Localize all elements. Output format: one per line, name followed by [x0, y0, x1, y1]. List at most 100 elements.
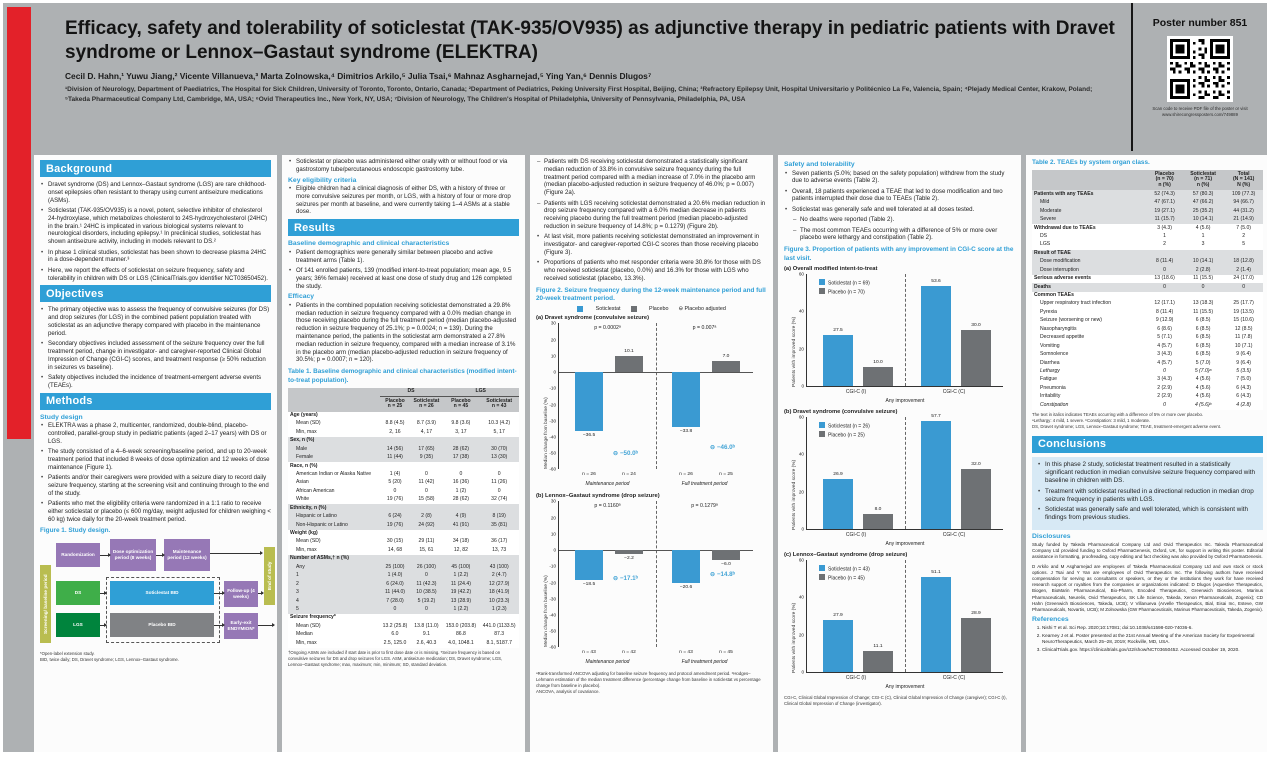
sub-bullet-item: No deaths were reported (Table 2).	[792, 216, 1015, 224]
header-cell: Soticlestat (n = 71) n (%)	[1181, 170, 1225, 191]
bar	[672, 372, 700, 427]
table-cell: 10.3 (4.2)	[479, 420, 519, 429]
table-row: Constipation 0 4 (5.6)ᵇ 4 (2.8)	[1032, 401, 1263, 410]
table-cell: Min, max	[288, 546, 380, 556]
table-cell: 13, 73	[479, 546, 519, 556]
placebo-adjusted-value: ⊖ −17.1ᵇ	[613, 574, 638, 582]
table-cell: 11 (44.0)	[379, 588, 411, 598]
poster-number: Poster number 851	[1152, 17, 1248, 29]
table-cell: 11 (7.8)	[1224, 333, 1263, 343]
table-cell: Female	[288, 453, 380, 463]
table-cell: 2	[288, 580, 380, 589]
table-row: DS LGS	[288, 387, 519, 398]
table-cell: 3 (4.3)	[1147, 376, 1182, 385]
table-cell: 9.1	[410, 630, 443, 640]
table1-caption: Table 1. Baseline demographic and clinic…	[288, 368, 517, 384]
table-cell: Any	[288, 563, 380, 572]
bar	[712, 360, 740, 373]
figure3a-overall-chart: (a) Overall modified intent-to-treat Pati…	[784, 266, 1015, 404]
table-cell: 2 (2.8)	[1181, 266, 1225, 275]
table-cell: 4 (5.6)	[1181, 376, 1225, 385]
y-tick: -10	[549, 563, 556, 569]
table-cell: 87.3	[479, 630, 519, 640]
table-cell: 11 (15.5)	[1181, 274, 1225, 284]
table-row: Weight (kg)	[288, 529, 519, 539]
table-cell: Median	[288, 630, 380, 640]
table-cell: Non-Hispanic or Latino	[288, 521, 380, 530]
table-cell: 9 (35)	[410, 453, 443, 463]
row-label-cell: Serious adverse events	[1032, 274, 1148, 284]
table-cell: Min, max	[288, 639, 380, 648]
table-cell: 24 (92)	[410, 521, 443, 530]
y-tick: 0	[801, 669, 804, 675]
table-row: Seizure (worsening or new) 9 (12.9) 6 (8.5…	[1032, 317, 1263, 326]
reference-item: ClinicalTrials.gov. https://clinicaltria…	[1042, 647, 1263, 654]
group-label: Maintenance period	[585, 659, 630, 666]
bar-chart: Patients with improved score (%) 0 20 40 60 S…	[792, 557, 1015, 690]
table-cell: 0	[410, 605, 443, 615]
y-tick: 40	[798, 308, 804, 314]
bar-value-label: −18.5	[582, 582, 596, 588]
section-label-cell: Seizure frequency*	[288, 614, 519, 623]
table-row: Age (years)	[288, 411, 519, 421]
y-tick: -60	[549, 644, 556, 650]
y-tick: 20	[798, 346, 804, 352]
table-cell: 15 (10.6)	[1224, 317, 1263, 326]
figure1-box-soticlestat-arm: Soticlestat BID	[110, 580, 214, 605]
red-accent-bar	[7, 7, 31, 439]
table-cell: 9.8 (3.6)	[442, 420, 480, 429]
table-cell: 6 (8.5)	[1181, 333, 1225, 343]
bar-value-label: 8.0	[874, 506, 882, 512]
figure1-box-randomization: Randomization	[56, 542, 100, 567]
row-label-cell: Pyrexia	[1032, 308, 1148, 318]
table-cell: 19 (42.2)	[442, 588, 480, 598]
bar	[921, 576, 951, 672]
figure3b-dravet-chart: (b) Dravet syndrome (convulsive seizure)…	[784, 409, 1015, 547]
poster-number-panel: Poster number 851 Scan code to receive P…	[1131, 3, 1267, 151]
y-tick: -20	[549, 580, 556, 585]
section-label-cell: Weight (kg)	[288, 529, 519, 539]
table-cell: 0	[410, 571, 443, 581]
authors-line: Cecil D. Hahn,¹ Yuwu Jiang,² Vicente Vil…	[65, 71, 652, 82]
plot-area: 30 20 10 0 -10 -20 -30 -40 -50 -60 p = 0.1160ᵃ −18.…	[549, 499, 753, 665]
methods-bullets: ELEKTRA was a phase 2, multicenter, rand…	[40, 422, 271, 523]
table-cell: 6.0	[379, 630, 411, 640]
bullet-item: Treatment with soticlestat resulted in a…	[1037, 488, 1258, 504]
table-cell: 52 (74.3)	[1147, 190, 1182, 199]
bar-chart: Patients with improved score (%) 0 20 40 60 S…	[792, 414, 1015, 547]
table-row: Deaths 0 0 0	[1032, 283, 1263, 292]
table-row: Pyrexia 8 (11.4) 11 (15.5) 19 (13.5)	[1032, 308, 1263, 318]
table-cell: 13.8 (11.0)	[410, 622, 443, 631]
header-cell	[288, 387, 380, 397]
efficacy-heading: Efficacy	[288, 293, 315, 301]
table-row: Vomiting 4 (5.7) 6 (8.5) 10 (7.1)	[1032, 342, 1263, 351]
table-cell: 1 (2.2)	[442, 605, 480, 615]
disclosures-paragraph-1: Study funded by Takeda Pharmaceutical Co…	[1032, 541, 1263, 560]
table-cell: 15 (58)	[410, 495, 443, 505]
table-cell: 25 (100)	[379, 563, 411, 572]
table-cell: 11 (26)	[479, 479, 519, 488]
table-row: Ethnicity, n (%)	[288, 504, 519, 513]
bullet-item: Patients in the combined population rece…	[288, 302, 519, 364]
row-label-cell: Decreased appetite	[1032, 333, 1148, 343]
y-tick: 20	[798, 489, 804, 495]
poster-columns: Background Dravet syndrome (DS) and Lenn…	[34, 155, 1267, 752]
table-cell: 6 (8.5)	[1181, 342, 1225, 351]
table-cell: 34 (18)	[442, 538, 480, 547]
y-tick: -20	[549, 402, 556, 407]
figure-panel-title: (c) Lennox–Gastaut syndrome (drop seizur…	[784, 551, 908, 558]
table-cell: 8 (19)	[479, 512, 519, 522]
table-cell: 0	[442, 470, 480, 480]
table-cell: 8.7 (3.9)	[410, 420, 443, 429]
y-axis-label: Patients with improved score (%)	[792, 316, 797, 387]
row-label-cell: Patients with any TEAEs	[1032, 190, 1148, 199]
background-bullets: Dravet syndrome (DS) and Lennox–Gastaut …	[40, 181, 271, 282]
section-background: Background	[40, 160, 271, 177]
table-cell: 32 (74)	[479, 495, 519, 505]
table1-header: DS LGS Placebo n = 25 Soticlestat n = 26 Pla…	[288, 387, 519, 412]
table-row: Common TEAEs	[1032, 291, 1263, 301]
bar	[961, 329, 991, 386]
bullet-item: Overall, 18 patients experienced a TEAE …	[784, 188, 1015, 204]
table2-body: Patients with any TEAEs 52 (74.3) 57 (80.3…	[1032, 190, 1263, 410]
table-cell: 6 (8.5)	[1181, 350, 1225, 360]
